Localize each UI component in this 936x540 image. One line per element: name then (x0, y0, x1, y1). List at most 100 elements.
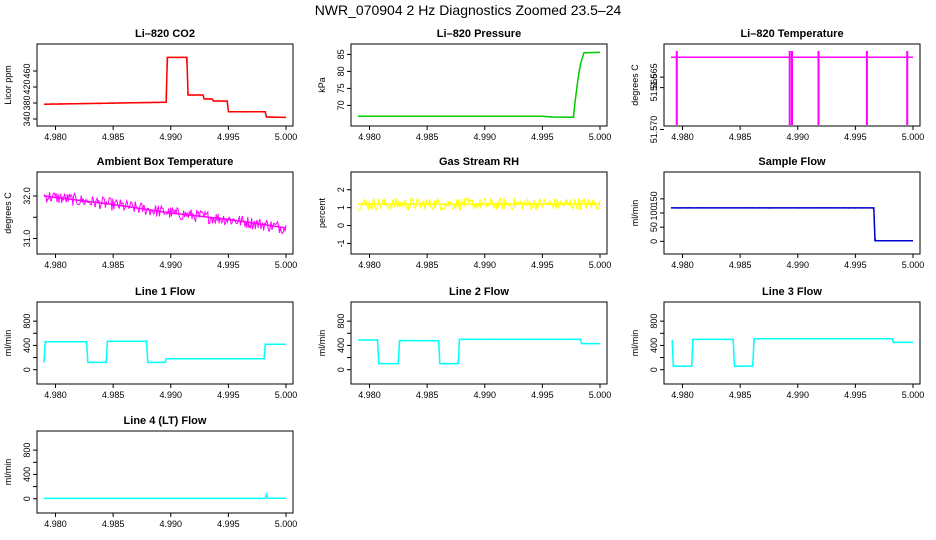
x-tick-label: 4.980 (671, 132, 694, 142)
x-tick-label: 4.995 (531, 390, 554, 400)
series-line (357, 338, 601, 365)
x-tick-label: 4.995 (844, 260, 867, 270)
y-tick-label: 400 (336, 338, 346, 353)
chart-title: Sample Flow (758, 156, 826, 168)
y-axis-label: ml/min (3, 459, 13, 486)
series-line (357, 196, 601, 212)
chart-title: Line 3 Flow (762, 286, 822, 298)
chart-title: Ambient Box Temperature (97, 156, 234, 168)
series-step-line (43, 56, 287, 119)
series-step-line (671, 338, 913, 367)
x-tick-label: 4.990 (159, 132, 182, 142)
y-tick-label: 420 (22, 79, 32, 94)
series-line (43, 340, 287, 364)
chart-panel: Line 2 Flow ml/min 4.980 4.985 4.990 4.995 5.0… (317, 286, 611, 400)
chart-title: Li–820 Pressure (437, 28, 521, 40)
x-tick-label: 4.985 (416, 132, 439, 142)
y-axis-label: ml/min (3, 330, 13, 357)
chart-panel: Li–820 Temperature degrees C 4.980 4.985 4.9… (630, 28, 924, 143)
x-tick-label: 4.980 (44, 390, 67, 400)
y-tick-label: 340 (22, 111, 32, 126)
x-tick-label: 4.980 (358, 132, 381, 142)
y-tick-label: 80 (336, 66, 346, 76)
x-tick-label: 4.995 (531, 132, 554, 142)
y-tick-label: 85 (336, 49, 346, 59)
chart-title: Li–820 Temperature (740, 28, 843, 40)
y-tick-label: -1 (336, 239, 346, 247)
x-tick-label: 4.990 (473, 390, 496, 400)
chart-panel: Li–820 Pressure kPa 4.980 4.985 4.990 4.995 5.… (317, 28, 611, 142)
x-tick-label: 4.995 (217, 260, 240, 270)
y-tick-label: 400 (22, 467, 32, 482)
x-tick-label: 4.985 (729, 132, 752, 142)
x-tick-label: 4.985 (102, 132, 125, 142)
chart-panel: Sample Flow ml/min 4.980 4.985 4.990 4.995 5.0… (630, 156, 924, 270)
series-step-line (358, 51, 601, 119)
y-tick-label: 800 (649, 314, 659, 329)
x-tick-label: 4.990 (473, 132, 496, 142)
x-tick-label: 5.000 (902, 260, 925, 270)
y-axis-label: kPa (317, 77, 327, 93)
x-tick-label: 4.985 (102, 260, 125, 270)
chart-title: Line 1 Flow (135, 286, 195, 298)
y-axis-label: degrees C (630, 64, 640, 106)
y-tick-label: 800 (22, 314, 32, 329)
y-axis-label: percent (317, 197, 327, 228)
y-tick-label: 0 (336, 223, 346, 228)
x-tick-label: 4.980 (44, 260, 67, 270)
series-line (44, 493, 286, 500)
y-tick-label: 460 (22, 63, 32, 78)
x-tick-label: 4.990 (159, 390, 182, 400)
x-tick-label: 5.000 (902, 390, 925, 400)
plot-frame (663, 301, 921, 385)
y-axis-label: Licor ppm (3, 65, 13, 105)
plot-frame (350, 43, 608, 127)
plot-frame (36, 301, 294, 385)
chart-title: Line 2 Flow (449, 286, 509, 298)
plot-frame (663, 43, 921, 127)
plot-frame (36, 430, 294, 514)
series-line (671, 337, 914, 367)
y-tick-label: 51.566 (649, 74, 659, 102)
x-tick-label: 5.000 (275, 519, 298, 529)
y-tick-label: 0 (649, 367, 659, 372)
x-tick-label: 4.995 (531, 260, 554, 270)
x-tick-label: 4.985 (729, 260, 752, 270)
x-tick-label: 4.985 (102, 519, 125, 529)
x-tick-label: 5.000 (275, 260, 298, 270)
x-tick-label: 4.980 (358, 390, 381, 400)
y-tick-label: 400 (22, 338, 32, 353)
x-tick-label: 4.990 (786, 390, 809, 400)
series-line (358, 51, 600, 118)
x-tick-label: 4.995 (844, 132, 867, 142)
x-tick-label: 4.980 (44, 519, 67, 529)
y-tick-label: 0 (336, 367, 346, 372)
chart-panel: Line 4 (LT) Flow ml/min 4.980 4.985 4.990 4.9… (3, 415, 297, 529)
y-tick-label: 100 (649, 205, 659, 220)
y-tick-label: 31.0 (22, 230, 32, 248)
chart-panel: Line 1 Flow ml/min 4.980 4.985 4.990 4.995 5.0… (3, 286, 297, 400)
x-tick-label: 4.980 (671, 260, 694, 270)
chart-title: Gas Stream RH (439, 156, 519, 168)
x-tick-label: 4.985 (102, 390, 125, 400)
x-tick-label: 4.980 (671, 390, 694, 400)
y-tick-label: 51.565 (649, 63, 659, 91)
y-tick-label: 380 (22, 95, 32, 110)
y-tick-label: 0 (22, 496, 32, 501)
y-tick-label: 51.570 (649, 116, 659, 144)
y-tick-label: 800 (336, 314, 346, 329)
x-tick-label: 4.995 (217, 132, 240, 142)
x-tick-label: 5.000 (275, 390, 298, 400)
x-tick-label: 5.000 (275, 132, 298, 142)
chart-panel: Li–820 CO2 Licor ppm 4.980 4.985 4.990 4.995 5… (3, 28, 297, 142)
y-axis-label: ml/min (630, 330, 640, 357)
chart-title: Line 4 (LT) Flow (124, 415, 207, 427)
x-tick-label: 4.990 (786, 260, 809, 270)
y-tick-label: 800 (22, 443, 32, 458)
plot-frame (36, 43, 294, 127)
x-tick-label: 4.980 (44, 132, 67, 142)
y-tick-label: 70 (336, 100, 346, 110)
x-tick-label: 5.000 (589, 390, 612, 400)
x-tick-label: 4.995 (844, 390, 867, 400)
series-step-line (44, 491, 287, 500)
